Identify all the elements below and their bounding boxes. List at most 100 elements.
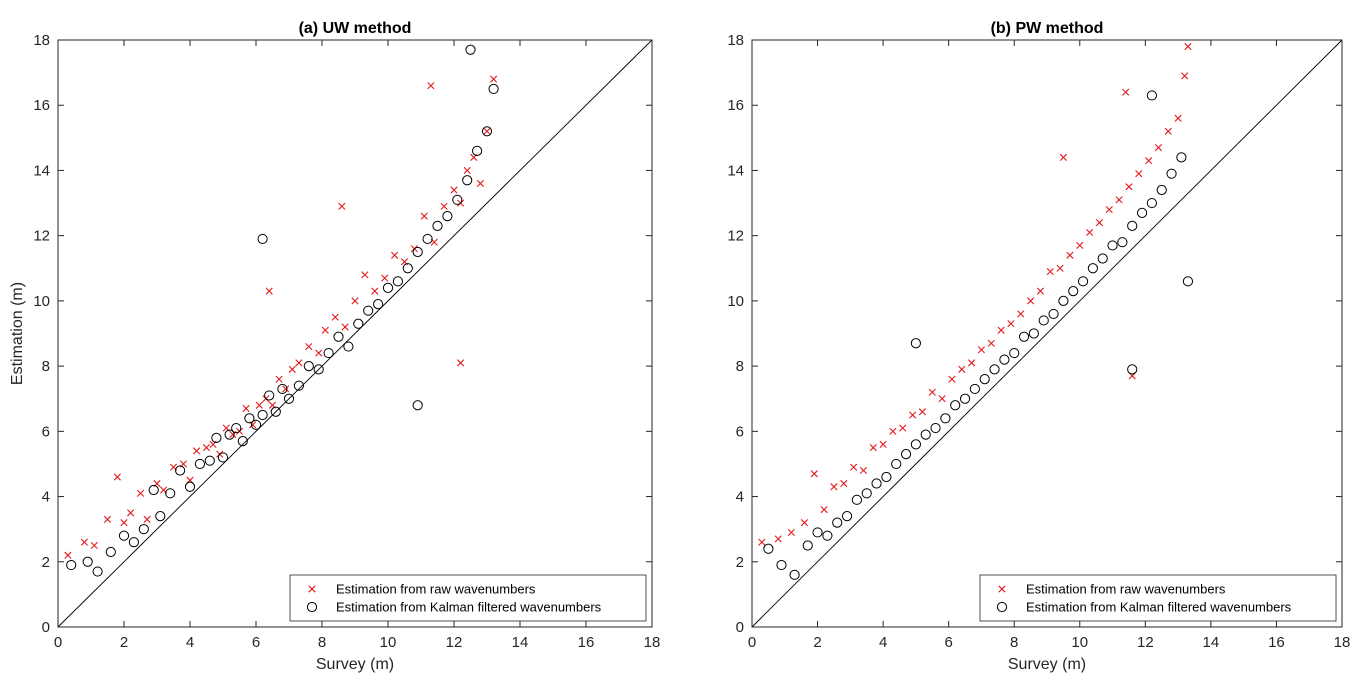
data-point	[283, 393, 295, 404]
data-point	[481, 126, 493, 137]
data-point	[987, 339, 995, 347]
data-point	[997, 326, 1005, 334]
data-point	[463, 166, 471, 175]
data-point	[382, 282, 394, 293]
data-point	[861, 488, 872, 499]
data-point	[148, 484, 159, 496]
data-point	[105, 546, 116, 558]
data-point	[1154, 144, 1163, 152]
legend-label: Estimation from raw wavenumbers	[336, 582, 536, 597]
data-point	[1135, 170, 1143, 178]
data-point	[128, 537, 139, 548]
data-point	[202, 444, 211, 452]
data-point	[257, 409, 268, 421]
data-point	[392, 276, 403, 287]
x-tick-label: 6	[252, 634, 260, 651]
legend-label: Estimation from Kalman filtered wavenumb…	[1026, 600, 1292, 615]
data-point	[1127, 220, 1138, 231]
data-point	[1115, 196, 1123, 204]
data-point	[1127, 364, 1138, 375]
data-point	[999, 354, 1010, 365]
x-tick-label: 2	[120, 634, 128, 651]
data-point	[1056, 264, 1064, 272]
y-tick-label: 2	[42, 554, 50, 571]
data-point	[295, 359, 303, 367]
data-point	[1156, 184, 1167, 196]
y-tick-label: 0	[736, 619, 744, 636]
data-point	[242, 404, 250, 413]
y-tick-label: 4	[736, 489, 744, 506]
x-tick-label: 16	[578, 634, 595, 651]
data-point	[763, 543, 774, 554]
data-point	[879, 440, 887, 448]
data-point	[812, 527, 823, 538]
data-point	[483, 127, 491, 135]
x-tick-label: 14	[512, 634, 529, 651]
data-point	[958, 365, 966, 373]
data-point	[224, 429, 235, 440]
data-point	[391, 251, 399, 259]
data-point	[194, 458, 205, 470]
data-point	[333, 331, 344, 342]
x-tick-label: 6	[944, 634, 952, 651]
data-point	[193, 447, 201, 455]
data-point	[1087, 263, 1098, 274]
data-point	[1146, 90, 1157, 101]
legend-marker-circle	[306, 601, 318, 613]
x-tick-label: 0	[54, 634, 62, 651]
data-point	[257, 233, 268, 245]
y-tick-label: 14	[33, 162, 50, 179]
data-point	[323, 347, 334, 359]
x-tick-label: 8	[318, 634, 326, 651]
data-point	[476, 179, 484, 188]
data-point	[1164, 127, 1172, 135]
y-tick-label: 8	[42, 358, 50, 375]
data-point	[1076, 241, 1084, 250]
data-point	[371, 287, 379, 295]
data-point	[275, 375, 283, 383]
data-point	[800, 519, 809, 527]
data-point	[305, 342, 313, 351]
x-tick-label: 18	[1334, 634, 1351, 651]
data-point	[103, 515, 112, 523]
data-point	[822, 530, 833, 541]
data-point	[909, 411, 917, 419]
data-point	[787, 528, 795, 537]
data-point	[92, 566, 103, 577]
y-tick-label: 18	[33, 32, 50, 49]
y-tick-label: 16	[33, 97, 50, 114]
data-point	[1107, 240, 1118, 251]
data-point	[1122, 88, 1130, 96]
x-tick-label: 12	[446, 634, 463, 651]
data-point	[313, 364, 324, 375]
data-point	[1182, 276, 1194, 287]
data-point	[143, 515, 151, 523]
data-point	[1068, 286, 1079, 297]
data-point	[472, 145, 483, 156]
series-0	[758, 42, 1192, 546]
data-point	[422, 233, 433, 245]
data-point	[841, 511, 853, 522]
data-point	[1145, 157, 1153, 165]
data-point	[969, 383, 980, 395]
data-point	[293, 380, 304, 391]
data-point	[361, 271, 369, 279]
data-point	[820, 506, 828, 514]
data-point	[938, 395, 946, 403]
data-point	[250, 419, 262, 430]
data-point	[1086, 228, 1094, 236]
data-point	[231, 422, 242, 434]
y-tick-label: 4	[42, 489, 50, 506]
data-point	[1181, 72, 1189, 80]
data-point	[462, 175, 473, 186]
data-point	[889, 427, 897, 435]
x-tick-label: 8	[1010, 634, 1018, 651]
data-point	[244, 413, 255, 424]
legend-marker-cross	[308, 585, 316, 593]
data-point	[1174, 114, 1182, 122]
y-tick-label: 16	[727, 97, 744, 114]
data-point	[1117, 237, 1128, 248]
data-point	[1136, 207, 1148, 218]
data-point	[1046, 267, 1054, 276]
data-point	[871, 478, 882, 489]
